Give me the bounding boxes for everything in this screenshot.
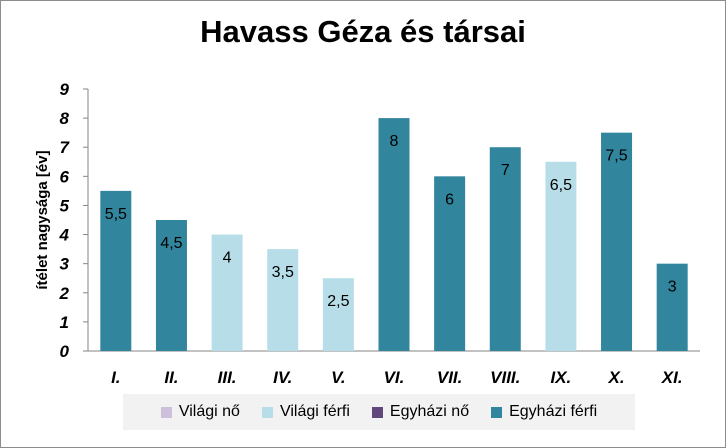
legend-item-egyhazi-ferfi: Egyházi férfi <box>491 403 597 421</box>
legend-label: Világi férfi <box>279 403 350 420</box>
data-label: 6 <box>445 191 454 208</box>
x-tick-label: XI. <box>661 368 683 387</box>
x-tick-label: VI. <box>384 368 405 387</box>
bar <box>322 278 354 351</box>
bar <box>656 263 688 351</box>
x-tick-label: IV. <box>273 368 292 387</box>
data-label: 7 <box>501 162 510 179</box>
x-tick-label: VII. <box>437 368 463 387</box>
bar <box>155 220 187 351</box>
legend-item-egyhazi-no: Egyházi nő <box>371 403 470 421</box>
data-label: 6,5 <box>550 177 572 194</box>
legend-label: Egyházi nő <box>389 403 470 420</box>
y-tick-label: 2 <box>59 284 70 303</box>
legend: Világi nő Világi férfi Egyházi nő Egyház… <box>123 394 635 430</box>
x-tick-label: II. <box>164 368 178 387</box>
legend-label: Világi nő <box>178 403 240 420</box>
bar <box>267 249 299 351</box>
x-tick-label: I. <box>111 368 120 387</box>
bar <box>434 176 466 351</box>
x-tick-label: VIII. <box>490 368 520 387</box>
legend-item-vilagi-ferfi: Világi férfi <box>261 403 350 421</box>
data-label: 8 <box>390 133 399 150</box>
y-tick-label: 6 <box>60 167 70 186</box>
x-tick-label: X. <box>608 368 625 387</box>
x-tick-label: IX. <box>551 368 572 387</box>
data-label: 5,5 <box>105 206 127 223</box>
legend-item-vilagi-no: Világi nő <box>160 403 240 421</box>
legend-swatch <box>371 406 383 418</box>
y-tick-label: 7 <box>60 138 71 157</box>
bar <box>545 161 577 351</box>
y-axis-title: ítélet nagysága [év] <box>34 150 51 289</box>
data-label: 4,5 <box>160 235 182 252</box>
bar <box>100 190 132 351</box>
bar <box>601 132 633 351</box>
data-label: 7,5 <box>605 148 627 165</box>
bar <box>211 234 243 351</box>
legend-swatch <box>491 406 503 418</box>
data-label: 3,5 <box>272 264 294 281</box>
y-tick-label: 3 <box>60 255 70 274</box>
x-tick-label: V. <box>331 368 346 387</box>
data-label: 3 <box>668 279 677 296</box>
data-label: 2,5 <box>327 293 349 310</box>
y-tick-label: 9 <box>60 80 70 99</box>
bar <box>378 118 410 351</box>
y-tick-label: 4 <box>59 226 70 245</box>
legend-swatch <box>261 406 273 418</box>
data-label: 4 <box>223 250 232 267</box>
chart-title: Havass Géza és társai <box>200 14 526 49</box>
y-tick-label: 0 <box>60 342 70 361</box>
legend-label: Egyházi férfi <box>509 403 598 420</box>
y-tick-label: 5 <box>60 196 70 215</box>
y-tick-label: 8 <box>60 109 70 128</box>
bar <box>489 147 521 351</box>
x-tick-label: III. <box>218 368 237 387</box>
y-tick-label: 1 <box>60 313 69 332</box>
legend-swatch <box>160 406 172 418</box>
